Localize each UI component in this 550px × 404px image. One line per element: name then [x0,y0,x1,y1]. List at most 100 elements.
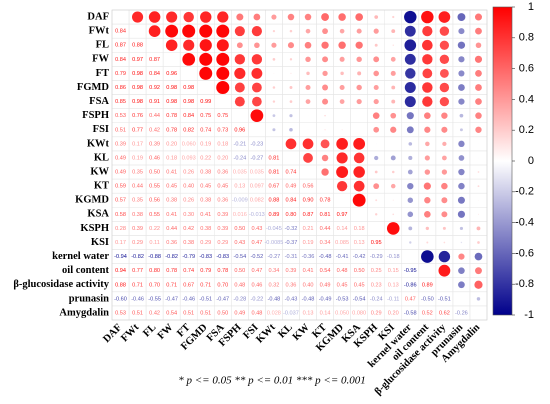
value-label: 0.78 [166,113,177,119]
value-label: 0.41 [303,268,314,274]
value-label: 0.90 [303,198,314,204]
correlation-circle [474,280,483,289]
correlation-circle [374,155,379,161]
value-label: 0.38 [166,198,177,204]
correlation-circle [336,180,348,192]
correlation-circle [439,96,450,107]
column-label: KW [291,322,312,343]
correlation-circle [182,24,196,38]
value-label: 0.67 [183,282,194,288]
cell [282,150,300,166]
row-label: KSA [87,209,109,220]
correlation-circle [373,56,380,63]
correlation-circle [272,128,276,132]
correlation-circle [373,70,379,77]
value-label: 0.26 [183,170,194,176]
value-label: 0.50 [217,310,228,316]
correlation-circle [374,170,378,174]
correlation-circle [304,41,312,49]
value-label: 0.51 [115,127,126,133]
correlation-circle [474,55,483,63]
value-label: -0.49 [319,296,332,302]
value-label: 0.38 [200,198,211,204]
correlation-circle [236,42,243,49]
value-label: 0.44 [132,184,143,190]
correlation-circle [477,241,480,244]
value-label: 0.98 [166,99,177,105]
value-label: -0.48 [302,296,315,302]
value-label: 0.50 [354,268,365,274]
value-label: 0.78 [320,198,331,204]
row-label: FW [92,54,109,65]
correlation-circle [475,70,482,77]
row-label: KSI [91,237,109,248]
value-label: -0.50 [421,296,434,302]
correlation-circle [252,96,262,107]
correlation-circle [287,13,295,21]
value-label: 0.21 [303,226,314,232]
value-label: -0.045 [266,226,282,232]
correlation-circle [439,26,450,36]
correlation-circle [352,193,366,207]
correlation-circle [405,68,416,79]
correlation-circle [458,84,465,91]
correlation-circle [183,11,194,23]
correlation-circle [374,15,379,19]
value-label: 0.46 [149,155,160,161]
value-label: 0.29 [371,310,382,316]
value-label: 0.36 [166,240,177,246]
row-label: Amygdalin [59,307,109,318]
row-label: KL [94,152,109,163]
colorbar-tick-label: 0.8 [519,32,534,44]
correlation-circle [304,13,312,21]
cell [401,249,420,264]
value-label: -0.55 [148,296,161,302]
value-label: 0.84 [286,198,297,204]
correlation-circle [165,24,179,38]
value-label: -0.037 [283,310,299,316]
correlation-circle [375,213,378,216]
value-label: 0.29 [217,240,228,246]
correlation-circle [391,29,396,34]
row-label: FGMD [77,82,109,93]
cell [350,207,368,222]
value-label: 0.097 [250,184,264,190]
correlation-circle [305,56,311,63]
correlation-circle [373,99,379,105]
correlation-circle [272,114,276,118]
correlation-circle [324,114,326,117]
correlation-circle [459,226,464,230]
correlation-circle [320,139,330,149]
value-label: 0.34 [320,240,331,246]
correlation-circle [460,241,463,244]
correlation-circle [353,152,365,164]
value-label: 0.86 [115,85,126,91]
value-label: 0.50 [234,226,245,232]
value-label: 0.53 [115,113,126,119]
value-label: 0.41 [166,170,177,176]
correlation-circle [356,28,362,34]
cell [214,94,232,109]
value-label: -0.24 [370,296,383,302]
correlation-circle [458,70,465,77]
value-label: 0.79 [200,268,211,274]
correlation-circle [441,197,448,204]
value-label: 0.49 [115,155,126,161]
correlation-circle [200,11,212,23]
value-label: 0.82 [183,127,194,133]
correlation-circle [322,98,329,105]
correlation-circle [458,281,465,289]
correlation-circle [336,152,348,164]
correlation-circle [289,29,293,33]
value-label: 0.14 [337,226,348,232]
correlation-circle [234,67,246,79]
row-label: DAF [87,11,109,22]
value-label: -0.53 [336,296,349,302]
correlation-circle [422,54,433,65]
value-label: 0.55 [149,212,160,218]
correlation-circle [392,15,395,19]
value-label: 0.36 [217,170,228,176]
value-label: 0.51 [200,310,211,316]
correlation-circle [321,13,329,21]
correlation-circle [373,84,379,91]
